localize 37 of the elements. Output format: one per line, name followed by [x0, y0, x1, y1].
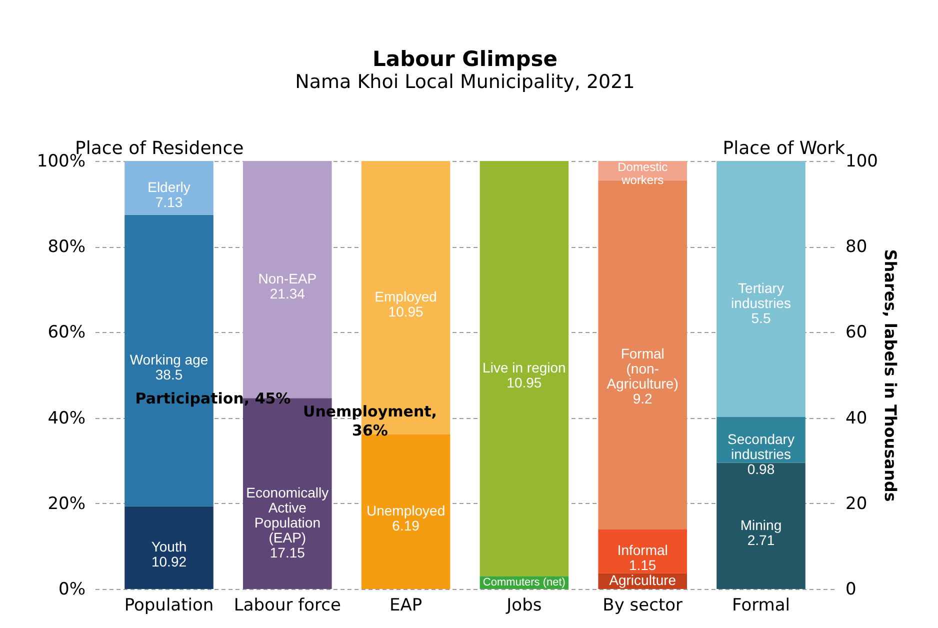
x-tick-label: By sector [602, 596, 683, 616]
x-tick-label: Labour force [234, 596, 341, 616]
chart-title: Labour Glimpse [372, 47, 558, 71]
y2-tick-label: 60 [846, 322, 868, 343]
y2-tick-label: 0 [846, 580, 856, 600]
y-tick-label: 0% [58, 580, 86, 600]
y-tick-label: 60% [48, 322, 86, 343]
chart-subtitle: Nama Khoi Local Municipality, 2021 [295, 71, 635, 93]
series-label: Unemployed 6.19 [366, 502, 446, 534]
series-label: Non-EAP 21.34 [258, 270, 317, 302]
y-tick-label: 80% [48, 237, 86, 258]
series-label: Informal 1.15 [617, 542, 668, 574]
series-label: Employed 10.95 [374, 288, 437, 320]
series-label: Economically Active Population (EAP) 17.15 [246, 484, 329, 561]
x-tick-label: Population [124, 596, 214, 616]
series-label: Secondary industries 0.98 [728, 430, 794, 477]
y-tick-label: 40% [48, 408, 86, 428]
series-label: Domestic workers [618, 160, 668, 187]
x-tick-label: EAP [389, 596, 422, 616]
x-tick-label: Jobs [506, 596, 542, 616]
series-label: Agriculture [609, 572, 676, 588]
y2-axis-title: Shares, labels in Thousands [880, 249, 900, 502]
series-label: Formal (non-Agriculture) 9.2 [606, 346, 678, 407]
x-tick-label: Formal [732, 596, 790, 616]
y2-tick-label: 20 [846, 494, 868, 514]
series-label: Live in region 10.95 [482, 360, 566, 391]
series-label: Youth 10.92 [151, 538, 187, 570]
series-label: Working age 38.5 [130, 352, 208, 383]
series-label: Tertiary industries 5.5 [731, 280, 791, 326]
series-label: Elderly 7.13 [148, 178, 190, 210]
y-tick-label: 20% [48, 494, 86, 514]
series-label: Commuters (net) [482, 576, 566, 589]
y2-tick-label: 40 [846, 408, 868, 428]
series-label: Mining 2.71 [740, 516, 782, 548]
y2-tick-label: 80 [846, 237, 868, 258]
y2-tick-label: 100 [846, 152, 878, 172]
text: Place of Work [722, 138, 846, 159]
